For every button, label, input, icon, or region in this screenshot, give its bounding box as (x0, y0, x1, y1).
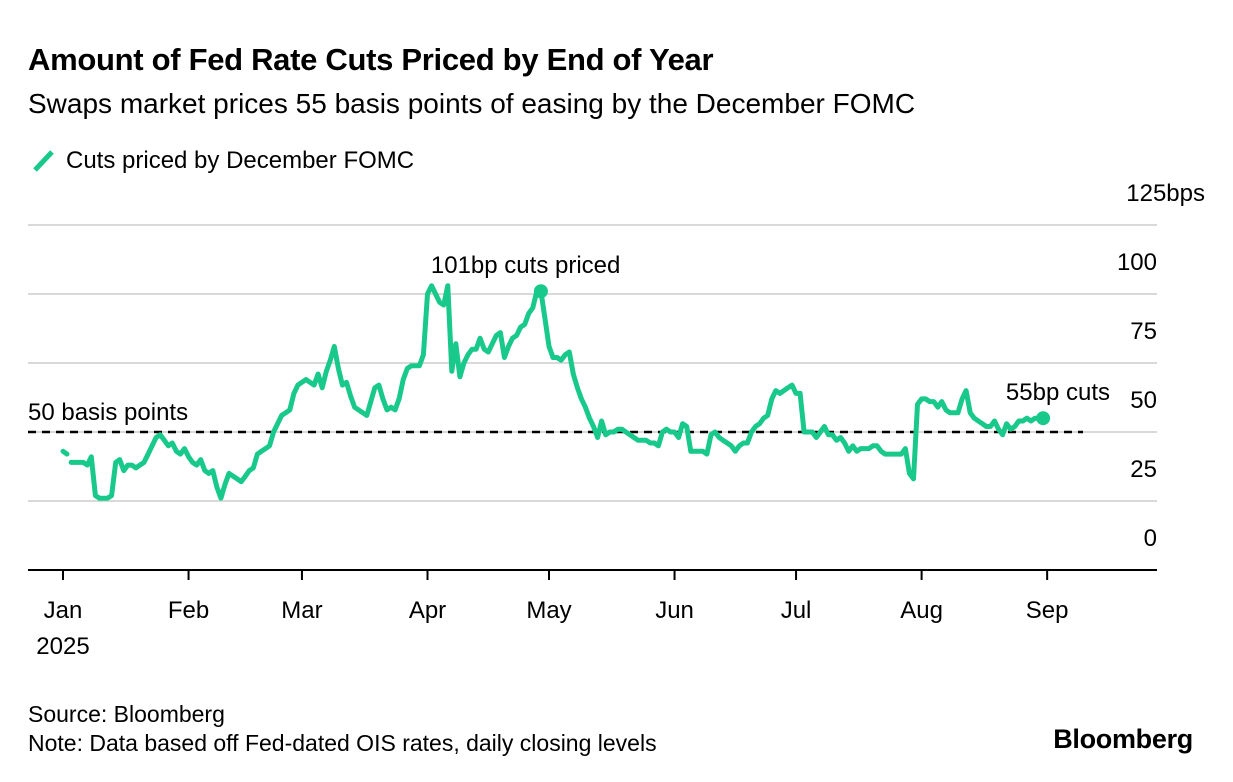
reference-line-label: 50 basis points (28, 399, 188, 426)
y-tick-label: 0 (1144, 525, 1157, 552)
legend: Cuts priced by December FOMC (30, 147, 414, 175)
x-tick-label: Mar (281, 597, 322, 624)
legend-swatch-icon (33, 150, 54, 172)
y-tick-label: 25 (1130, 456, 1157, 483)
annotation-label: 55bp cuts (1006, 379, 1110, 406)
note-text: Note: Data based off Fed-dated OIS rates… (28, 730, 657, 756)
source-text: Source: Bloomberg (28, 701, 225, 727)
x-tick-label: Jul (781, 597, 812, 624)
y-tick-label: 100 (1117, 249, 1157, 276)
y-axis-labels: 0 25 50 75 100 125bps (1117, 180, 1205, 552)
x-tick-label: Jan (44, 597, 83, 624)
x-tick-label: Apr (409, 597, 446, 624)
x-axis: Jan 2025 Feb Mar Apr May Jun Jul Aug Sep (28, 569, 1157, 660)
line-chart: 0 25 50 75 100 125bps 50 basis points 101bp c… (28, 180, 1205, 660)
chart-title: Amount of Fed Rate Cuts Priced by End of… (28, 42, 714, 77)
x-tick-label: Feb (168, 597, 209, 624)
x-tick-label: Sep (1026, 597, 1069, 624)
legend-label: Cuts priced by December FOMC (66, 147, 415, 174)
series-line (68, 283, 1046, 501)
chart-subtitle: Swaps market prices 55 basis points of e… (28, 88, 916, 119)
source-note: Source: Bloomberg Note: Data based off F… (28, 700, 657, 758)
y-tick-label: 75 (1130, 318, 1157, 345)
x-tick-sublabel: 2025 (36, 633, 89, 660)
x-tick-label: Jun (655, 597, 694, 624)
y-tick-label: 50 (1130, 387, 1157, 414)
y-tick-label: 125bps (1126, 180, 1205, 207)
annotation-marker (1036, 411, 1051, 426)
series-line (60, 448, 70, 457)
x-tick-label: May (526, 597, 571, 624)
bloomberg-logo: Bloomberg (1053, 724, 1193, 754)
reference-line-group: 50 basis points (28, 399, 1083, 434)
series-group (60, 283, 1046, 501)
annotation-marker (533, 284, 548, 299)
annotations-group: 101bp cuts priced 55bp cuts (431, 252, 1110, 426)
x-tick-label: Aug (900, 597, 943, 624)
annotation-label: 101bp cuts priced (431, 252, 620, 279)
